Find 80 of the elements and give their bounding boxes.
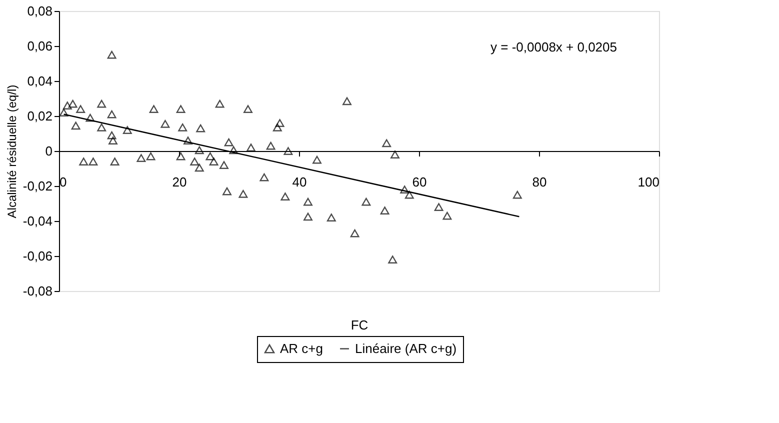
point xyxy=(76,105,86,113)
x-tick-label: 80 xyxy=(532,174,547,190)
point xyxy=(312,156,322,164)
point xyxy=(224,138,234,146)
point xyxy=(176,152,186,160)
point xyxy=(382,139,392,148)
point xyxy=(59,108,68,116)
y-tick-label: -0,02 xyxy=(22,178,52,194)
legend-label: AR c+g xyxy=(280,340,323,356)
point xyxy=(71,122,80,130)
point xyxy=(79,158,88,166)
point xyxy=(209,158,218,166)
point xyxy=(190,158,200,166)
point xyxy=(342,97,352,106)
point xyxy=(272,123,282,132)
point xyxy=(97,123,106,132)
point xyxy=(176,105,186,113)
y-axis-title: Alcalinité résiduelle (eq/l) xyxy=(4,84,19,218)
point xyxy=(326,214,336,222)
point xyxy=(97,100,106,108)
point xyxy=(107,131,116,140)
y-tick-label: 0,02 xyxy=(27,108,52,124)
point xyxy=(404,190,414,199)
y-tick-label: -0,06 xyxy=(22,248,52,264)
x-tick-label: 100 xyxy=(638,174,660,190)
point xyxy=(160,120,170,128)
point xyxy=(194,146,204,154)
point xyxy=(304,198,312,206)
y-tick-label: 0,04 xyxy=(27,74,52,88)
point xyxy=(86,114,95,122)
point xyxy=(275,119,284,127)
point xyxy=(362,198,371,206)
point xyxy=(184,136,192,144)
point xyxy=(400,186,410,194)
x-tick-label: 0 xyxy=(60,174,67,190)
point xyxy=(388,256,398,264)
point xyxy=(108,136,118,144)
point xyxy=(380,206,390,214)
point xyxy=(512,190,522,199)
point xyxy=(304,212,312,221)
x-tick-label: 20 xyxy=(172,174,187,190)
point xyxy=(390,150,400,158)
point xyxy=(107,50,116,59)
point xyxy=(229,146,238,154)
annotation: y = -0,0008x + 0,0205 xyxy=(490,39,617,54)
x-axis-title: FC xyxy=(350,318,368,332)
point xyxy=(246,144,256,152)
point xyxy=(244,105,252,113)
point xyxy=(68,100,78,108)
x-tick-label: 40 xyxy=(292,174,307,190)
point xyxy=(136,154,146,162)
y-tick-label: 0,08 xyxy=(27,4,52,18)
point xyxy=(222,187,232,196)
x-tick-label: 60 xyxy=(412,174,427,190)
y-tick-label: -0,04 xyxy=(22,214,52,228)
point xyxy=(260,173,269,182)
point xyxy=(280,192,290,200)
point xyxy=(266,142,276,150)
y-tick-label: 0 xyxy=(45,144,52,158)
point xyxy=(122,126,132,134)
point xyxy=(107,110,116,118)
point xyxy=(146,152,156,160)
point xyxy=(284,147,293,155)
point xyxy=(434,203,444,211)
point xyxy=(62,102,72,110)
y-tick-label: 0,06 xyxy=(27,38,52,54)
point xyxy=(88,158,98,166)
point xyxy=(196,124,206,132)
legend-label: Linéaire (AR c+g) xyxy=(355,340,457,356)
point xyxy=(215,100,224,108)
point xyxy=(178,123,188,132)
point xyxy=(149,105,158,113)
point xyxy=(238,190,248,198)
point xyxy=(220,161,228,169)
point xyxy=(350,229,360,238)
point xyxy=(110,158,120,166)
point xyxy=(442,212,452,220)
point xyxy=(206,152,215,160)
point xyxy=(194,164,204,172)
y-tick-label: -0,08 xyxy=(22,284,52,298)
